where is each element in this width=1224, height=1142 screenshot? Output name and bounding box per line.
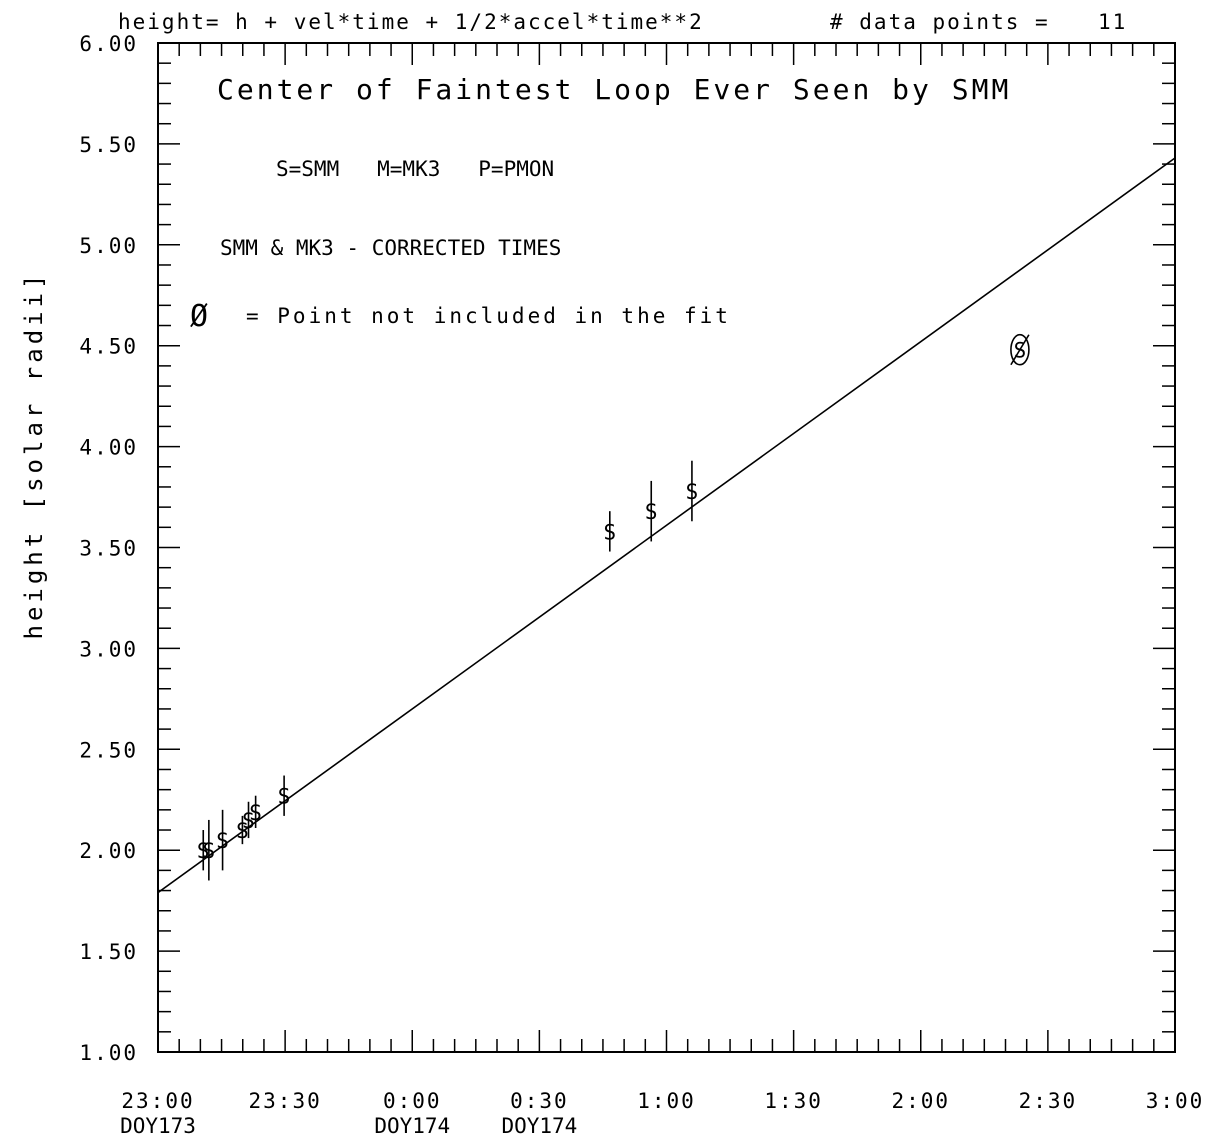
x-tick-sublabel: DOY173 bbox=[120, 1114, 196, 1138]
x-tick-label: 2:00 bbox=[891, 1089, 950, 1113]
chart-title: Center of Faintest Loop Ever Seen by SMM bbox=[217, 73, 1011, 106]
y-tick-label: 3.00 bbox=[79, 637, 138, 661]
data-points: SSSSSSSSSSS bbox=[197, 333, 1030, 881]
x-tick-label: 1:00 bbox=[637, 1089, 696, 1113]
y-tick-label: 4.50 bbox=[79, 335, 138, 359]
fit-line bbox=[157, 157, 1176, 894]
y-tick-label: 5.00 bbox=[79, 234, 138, 258]
axis-ticks bbox=[157, 42, 1176, 1053]
data-point-marker: S bbox=[203, 839, 216, 863]
excluded-point-slash bbox=[1010, 334, 1030, 366]
x-tick-label: 0:30 bbox=[510, 1089, 569, 1113]
data-point-marker: S bbox=[242, 809, 255, 833]
data-point-marker: S bbox=[216, 829, 229, 853]
y-tick-label: 2.50 bbox=[79, 738, 138, 762]
x-tick-label: 3:00 bbox=[1146, 1089, 1205, 1113]
data-point-marker: S bbox=[236, 819, 249, 843]
y-tick-label: 5.50 bbox=[79, 133, 138, 157]
data-point-marker: S bbox=[197, 839, 210, 863]
y-axis-label: height [solar radii] bbox=[20, 271, 48, 640]
excluded-point-ring bbox=[1010, 333, 1030, 366]
data-point-marker: S bbox=[249, 801, 262, 825]
legend-note: SMM & MK3 - CORRECTED TIMES bbox=[220, 236, 561, 260]
data-point-marker: S bbox=[603, 520, 616, 544]
excluded-legend-text: = Point not included in the fit bbox=[246, 304, 731, 328]
fit-formula: height= h + vel*time + 1/2*accel*time**2 bbox=[118, 10, 704, 34]
plot-frame bbox=[157, 42, 1176, 1053]
x-tick-sublabel: DOY174 bbox=[501, 1114, 577, 1138]
y-tick-label: 6.00 bbox=[79, 32, 138, 56]
x-tick-label: 1:30 bbox=[764, 1089, 823, 1113]
x-tick-label: 2:30 bbox=[1019, 1089, 1078, 1113]
y-tick-label: 2.00 bbox=[79, 839, 138, 863]
y-tick-label: 1.50 bbox=[79, 940, 138, 964]
fit-line-group bbox=[157, 157, 1176, 894]
x-tick-sublabel: DOY174 bbox=[374, 1114, 450, 1138]
data-point-marker: S bbox=[686, 480, 699, 504]
x-tick-label: 23:30 bbox=[249, 1089, 322, 1113]
excluded-symbol: Ø bbox=[190, 299, 208, 334]
y-tick-label: 3.50 bbox=[79, 537, 138, 561]
data-points-count: 11 bbox=[1098, 10, 1127, 34]
axis-tick-labels: 1.00 1.50 2.00 2.50 3.00 3.50 4.00 4.50 5.00 5.50… bbox=[79, 32, 1205, 1138]
y-tick-label: 1.00 bbox=[79, 1041, 138, 1065]
data-point-marker: S bbox=[645, 500, 658, 524]
data-points-label: # data points = bbox=[830, 10, 1050, 34]
data-point-marker: S bbox=[278, 785, 291, 809]
x-tick-label: 23:00 bbox=[121, 1089, 194, 1113]
y-tick-label: 4.00 bbox=[79, 436, 138, 460]
x-tick-label: 0:00 bbox=[383, 1089, 442, 1113]
legend-symbols: S=SMM M=MK3 P=PMON bbox=[276, 157, 554, 181]
